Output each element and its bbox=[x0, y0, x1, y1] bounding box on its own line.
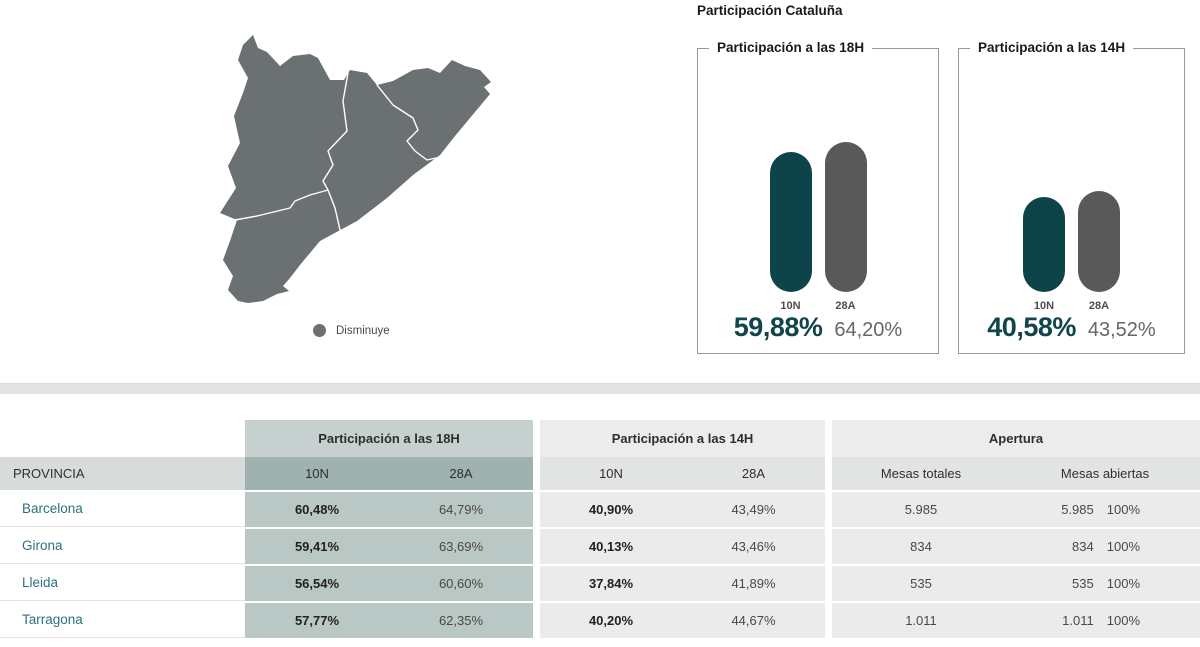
group-header-14h: Participación a las 14H bbox=[540, 420, 825, 457]
value-14h-28a: 43,52% bbox=[1087, 319, 1156, 341]
province-name: Girona bbox=[0, 527, 245, 564]
column-gap bbox=[825, 564, 832, 601]
bar-18h-28a[interactable] bbox=[824, 142, 867, 292]
column-gap bbox=[825, 420, 832, 457]
column-gap bbox=[825, 457, 832, 490]
bar-14h-10n[interactable] bbox=[1023, 197, 1065, 292]
column-gap bbox=[825, 527, 832, 564]
province-name: Lleida bbox=[0, 564, 245, 601]
mesas-abiertas-cell: 5.985 100% bbox=[1010, 490, 1200, 527]
p14-10n-value: 40,90% bbox=[540, 490, 682, 527]
column-gap bbox=[533, 420, 540, 457]
legend-label: Disminuye bbox=[336, 324, 390, 337]
value-18h-10n: 59,88% bbox=[733, 312, 823, 342]
bar-label-10n: 10N bbox=[1033, 300, 1055, 312]
bar-14h-28a[interactable] bbox=[1078, 191, 1120, 292]
p18-28a-value: 64,79% bbox=[389, 490, 533, 527]
mesas-abiertas-pct: 100% bbox=[1106, 576, 1140, 591]
value-18h-28a: 64,20% bbox=[834, 319, 903, 341]
province-name: Barcelona bbox=[0, 490, 245, 527]
table-corner-blank bbox=[0, 420, 245, 457]
p14-10n-value: 40,13% bbox=[540, 527, 682, 564]
subheader-mesas-abiertas: Mesas abiertas bbox=[1010, 457, 1200, 490]
subheader-18h-28a: 28A bbox=[389, 457, 533, 490]
column-gap bbox=[533, 490, 540, 527]
p14-28a-value: 44,67% bbox=[682, 601, 825, 638]
panel-14h-title: Participación a las 14H bbox=[970, 40, 1134, 55]
mesas-abiertas-pct: 100% bbox=[1106, 539, 1140, 554]
column-gap bbox=[533, 564, 540, 601]
province-column-header: PROVINCIA bbox=[0, 457, 245, 490]
bar-label-28a: 28A bbox=[835, 300, 856, 312]
mesas-abiertas-cell: 535 100% bbox=[1010, 564, 1200, 601]
column-gap bbox=[533, 527, 540, 564]
subheader-14h-28a: 28A bbox=[682, 457, 825, 490]
subheader-mesas-totales: Mesas totales bbox=[832, 457, 1010, 490]
group-header-apertura: Apertura bbox=[832, 420, 1200, 457]
page-title: Participación Cataluña bbox=[697, 3, 843, 18]
p18-28a-value: 63,69% bbox=[389, 527, 533, 564]
mesas-totales-value: 1.011 bbox=[832, 601, 1010, 638]
group-header-18h: Participación a las 18H bbox=[245, 420, 533, 457]
p14-28a-value: 43,46% bbox=[682, 527, 825, 564]
panel-14h-bars bbox=[959, 49, 1184, 292]
province-name: Tarragona bbox=[0, 601, 245, 638]
column-gap bbox=[825, 490, 832, 527]
panel-18h-values: 59,88% 64,20% bbox=[698, 312, 938, 343]
mesas-abiertas-value: 1.011 bbox=[1062, 613, 1094, 628]
p18-10n-value: 59,41% bbox=[245, 527, 389, 564]
decrease-legend-dot-icon bbox=[313, 324, 326, 337]
panel-18h-bars bbox=[698, 49, 938, 292]
p14-28a-value: 41,89% bbox=[682, 564, 825, 601]
panel-18h-title: Participación a las 18H bbox=[709, 40, 873, 55]
p14-10n-value: 40,20% bbox=[540, 601, 682, 638]
catalonia-region-shape[interactable] bbox=[220, 35, 491, 303]
subheader-14h-10n: 10N bbox=[540, 457, 682, 490]
mesas-abiertas-pct: 100% bbox=[1106, 613, 1140, 628]
province-borders bbox=[234, 72, 437, 231]
bar-label-28a: 28A bbox=[1088, 300, 1110, 312]
p14-10n-value: 37,84% bbox=[540, 564, 682, 601]
mesas-abiertas-value: 834 bbox=[1072, 539, 1094, 554]
catalonia-map[interactable] bbox=[210, 30, 500, 315]
panel-participacion-18h: Participación a las 18H 10N 28A 59,88% 6… bbox=[697, 40, 939, 354]
mesas-totales-value: 834 bbox=[832, 527, 1010, 564]
bar-18h-10n[interactable] bbox=[769, 152, 812, 292]
column-gap bbox=[533, 457, 540, 490]
panel-participacion-14h: Participación a las 14H 10N 28A 40,58% 4… bbox=[958, 40, 1185, 354]
mesas-abiertas-cell: 1.011 100% bbox=[1010, 601, 1200, 638]
province-table: Participación a las 18H Participación a … bbox=[0, 420, 1200, 638]
p18-10n-value: 60,48% bbox=[245, 490, 389, 527]
p18-10n-value: 57,77% bbox=[245, 601, 389, 638]
mesas-abiertas-value: 5.985 bbox=[1061, 502, 1094, 517]
mesas-totales-value: 535 bbox=[832, 564, 1010, 601]
subheader-18h-10n: 10N bbox=[245, 457, 389, 490]
mesas-abiertas-pct: 100% bbox=[1106, 502, 1140, 517]
column-gap bbox=[825, 601, 832, 638]
map-legend: Disminuye bbox=[313, 324, 390, 337]
mesas-abiertas-cell: 834 100% bbox=[1010, 527, 1200, 564]
p18-10n-value: 56,54% bbox=[245, 564, 389, 601]
p18-28a-value: 60,60% bbox=[389, 564, 533, 601]
section-divider bbox=[0, 383, 1200, 394]
mesas-abiertas-value: 535 bbox=[1072, 576, 1094, 591]
panel-14h-bar-labels: 10N 28A bbox=[959, 300, 1184, 312]
p14-28a-value: 43,49% bbox=[682, 490, 825, 527]
value-14h-10n: 40,58% bbox=[987, 312, 1076, 342]
column-gap bbox=[533, 601, 540, 638]
panel-18h-bar-labels: 10N 28A bbox=[698, 300, 938, 312]
bar-label-10n: 10N bbox=[780, 300, 801, 312]
mesas-totales-value: 5.985 bbox=[832, 490, 1010, 527]
panel-14h-values: 40,58% 43,52% bbox=[959, 312, 1184, 343]
p18-28a-value: 62,35% bbox=[389, 601, 533, 638]
